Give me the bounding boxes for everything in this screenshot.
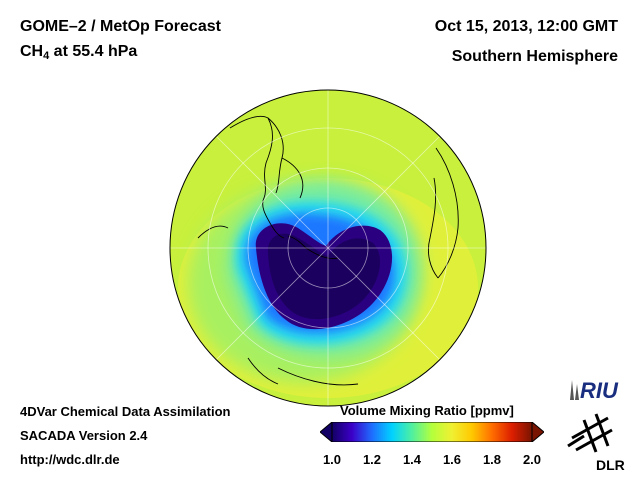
riu-logo: RIU	[570, 378, 619, 403]
dlr-logo-text: DLR	[596, 457, 625, 473]
riu-logo-text: RIU	[580, 378, 619, 403]
colorbar-gradient	[331, 422, 533, 442]
colorbar	[320, 422, 544, 442]
species-subscript: 4	[43, 50, 50, 62]
colorbar-arrow-right	[531, 422, 544, 442]
coastlines	[197, 115, 459, 386]
dlr-emblem-icon	[567, 413, 613, 453]
colorbar-tick-1: 1.2	[362, 452, 382, 467]
colorbar-tick-2: 1.4	[402, 452, 422, 467]
colorbar-title: Volume Mixing Ratio [ppmv]	[340, 403, 514, 418]
hemisphere-globe-map	[169, 89, 487, 407]
forecast-date: Oct 15, 2013, 12:00 GMT	[434, 18, 618, 35]
colorbar-tick-0: 1.0	[322, 452, 342, 467]
footer-url: http://wdc.dlr.de	[20, 452, 120, 467]
colorbar-tick-3: 1.6	[442, 452, 462, 467]
title-line2: CH4 at 55.4 hPa	[20, 43, 137, 62]
dlr-logo: DLR	[567, 413, 625, 473]
colorbar-tick-4: 1.8	[482, 452, 502, 467]
colorbar-tick-5: 2.0	[522, 452, 542, 467]
hemisphere-label: Southern Hemisphere	[451, 48, 618, 65]
colorbar-arrow-left	[320, 422, 333, 442]
riu-emblem-icon	[570, 380, 579, 400]
graticule	[170, 90, 486, 406]
pressure-level: at 55.4 hPa	[49, 43, 138, 60]
footer-version: SACADA Version 2.4	[20, 428, 148, 443]
footer-line1: 4DVar Chemical Data Assimilation	[20, 404, 231, 419]
species-name: CH	[20, 43, 44, 60]
title-line1: GOME–2 / MetOp Forecast	[20, 18, 221, 35]
